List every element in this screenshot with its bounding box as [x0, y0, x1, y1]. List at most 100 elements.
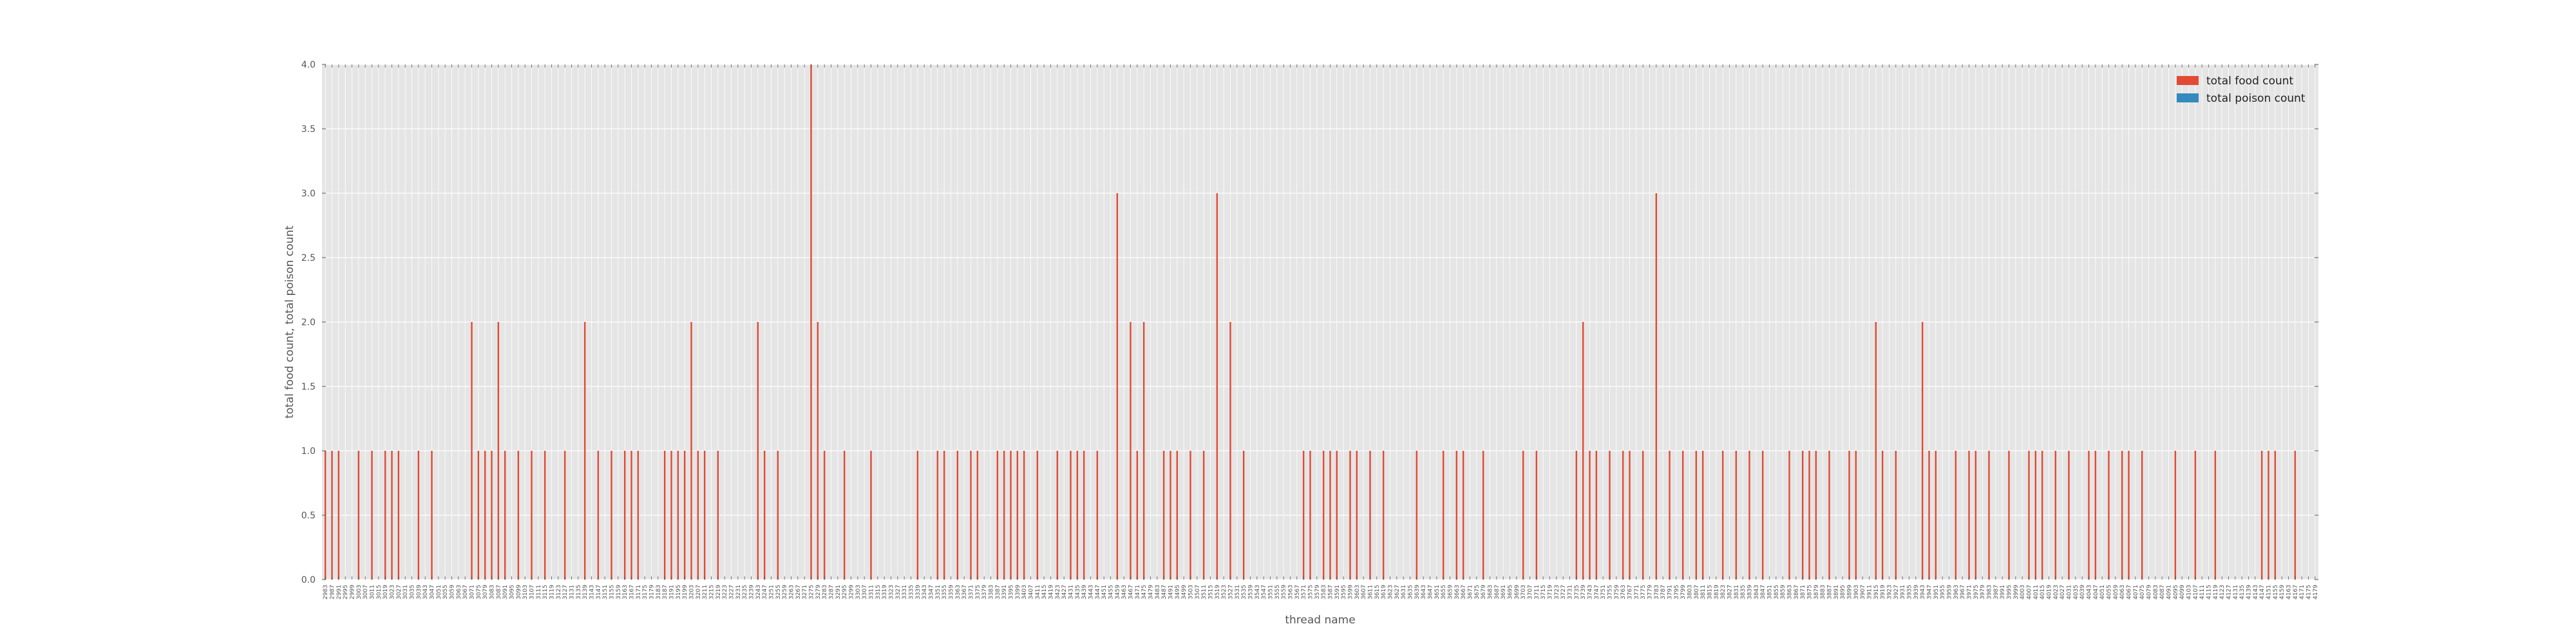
- bar-food-3099: [517, 451, 520, 580]
- x-tick-label: 3695: [1508, 585, 1514, 600]
- x-tick-label: 4007: [2027, 585, 2033, 600]
- x-tick-label: 3787: [1660, 585, 1667, 600]
- x-tick-label: 3435: [1075, 585, 1081, 600]
- x-tick-label: 3291: [835, 585, 842, 600]
- legend-swatch-poison: [2177, 93, 2199, 102]
- bar-food-3311: [870, 451, 872, 580]
- x-tick-label: 3679: [1481, 585, 1487, 600]
- bar-food-3171: [637, 451, 639, 580]
- x-tick-label: 3659: [1448, 585, 1454, 600]
- bar-food-4067: [2128, 451, 2130, 580]
- x-tick-label: 3967: [1960, 585, 1966, 600]
- x-tick-label: 3535: [1241, 585, 1247, 600]
- bar-food-3355: [943, 451, 945, 580]
- x-tick-label: 3275: [809, 585, 815, 600]
- bar-food-3503: [1189, 451, 1191, 580]
- bar-food-3375: [976, 451, 979, 580]
- bar-food-3155: [611, 451, 612, 580]
- x-tick-label: 3919: [1880, 585, 1886, 600]
- x-tick-label: 3887: [1827, 585, 1833, 600]
- x-tick-label: 3187: [662, 585, 668, 600]
- x-tick-label: 3711: [1534, 585, 1540, 600]
- bar-food-3011: [371, 451, 373, 580]
- legend: total food count total poison count: [2177, 75, 2306, 105]
- bar-food-2987: [331, 451, 333, 580]
- x-tick-label: 3223: [722, 585, 728, 600]
- x-tick-label: 3075: [476, 585, 482, 600]
- bar-food-3071: [471, 322, 473, 580]
- bar-food-3963: [1955, 451, 1957, 580]
- x-tick-label: 3947: [1927, 585, 1933, 600]
- x-tick-label: 3683: [1488, 585, 1494, 600]
- x-tick-label: 3195: [676, 585, 682, 600]
- x-tick-label: 3943: [1920, 585, 1926, 600]
- bar-food-3039: [417, 451, 420, 580]
- bar-food-3871: [1801, 451, 1804, 580]
- bar-food-4031: [2068, 451, 2070, 580]
- x-tick-label: 4011: [2033, 585, 2040, 600]
- x-tick-label: 3915: [1873, 585, 1880, 600]
- x-tick-label: 3119: [549, 585, 556, 600]
- x-tick-label: 3543: [1255, 585, 1261, 600]
- x-tick-label: 3203: [689, 585, 696, 600]
- x-tick-label: 3595: [1341, 585, 1347, 600]
- bar-food-4007: [2028, 451, 2030, 580]
- x-tick-label: 3003: [356, 585, 363, 600]
- bar-food-3127: [564, 451, 566, 580]
- x-tick-label: 3147: [596, 585, 602, 600]
- x-tick-label: 3795: [1674, 585, 1680, 600]
- bar-food-3755: [1609, 451, 1611, 580]
- x-tick-label: 3007: [363, 585, 369, 600]
- x-tick-label: 2991: [336, 585, 343, 600]
- bar-food-3603: [1356, 451, 1358, 580]
- x-tick-label: 3239: [749, 585, 755, 600]
- x-tick-label: 3727: [1560, 585, 1567, 600]
- bar-food-3667: [1462, 451, 1464, 580]
- x-tick-label: 3835: [1740, 585, 1747, 600]
- x-tick-label: 3851: [1767, 585, 1774, 600]
- x-tick-label: 2999: [350, 585, 356, 600]
- x-tick-label: 3103: [522, 585, 529, 600]
- x-tick-label: 3431: [1068, 585, 1075, 600]
- x-tick-label: 3415: [1041, 585, 1048, 600]
- x-tick-label: 4143: [2253, 585, 2259, 600]
- x-tick-label: 3863: [1787, 585, 1794, 600]
- bar-food-3655: [1442, 451, 1444, 580]
- x-tick-label: 3891: [1833, 585, 1840, 600]
- x-tick-label: 3387: [995, 585, 1001, 600]
- x-tick-label: 3563: [1288, 585, 1294, 600]
- bar-food-3775: [1642, 451, 1644, 580]
- bar-food-3571: [1302, 451, 1305, 580]
- x-tick-label: 4135: [2239, 585, 2246, 600]
- bar-food-3447: [1096, 451, 1099, 580]
- x-tick-label: 4055: [2107, 585, 2113, 600]
- x-tick-label: 3975: [1973, 585, 1980, 600]
- x-tick-label: 3631: [1401, 585, 1407, 600]
- x-tick-label: 4111: [2199, 585, 2206, 600]
- bar-food-3163: [623, 451, 626, 580]
- x-tick-label: 3763: [1620, 585, 1627, 600]
- bar-food-4147: [2260, 451, 2263, 580]
- x-tick-label: 3803: [1687, 585, 1694, 600]
- bar-food-3747: [1595, 451, 1598, 580]
- x-tick-label: 4063: [2119, 585, 2126, 600]
- bar-food-4075: [2141, 451, 2143, 580]
- x-tick-label: 3639: [1414, 585, 1421, 600]
- x-tick-label: 2995: [343, 585, 349, 600]
- x-tick-label: 3707: [1528, 585, 1534, 600]
- x-tick-label: 3619: [1381, 585, 1387, 600]
- x-tick-label: 3207: [696, 585, 702, 600]
- x-tick-label: 3295: [842, 585, 848, 600]
- bar-food-3115: [544, 451, 546, 580]
- x-tick-label: 3091: [502, 585, 509, 600]
- x-tick-label: 3047: [430, 585, 436, 600]
- x-tick-label: 3839: [1747, 585, 1754, 600]
- x-tick-label: 3343: [922, 585, 928, 600]
- x-tick-label: 3423: [1055, 585, 1061, 600]
- x-tick-label: 3263: [789, 585, 795, 600]
- bar-food-3899: [1848, 451, 1850, 580]
- bar-food-3879: [1815, 451, 1817, 580]
- y-tick-label: 0.5: [301, 511, 316, 521]
- x-tick-label: 3383: [989, 585, 995, 600]
- bar-food-3283: [823, 451, 826, 580]
